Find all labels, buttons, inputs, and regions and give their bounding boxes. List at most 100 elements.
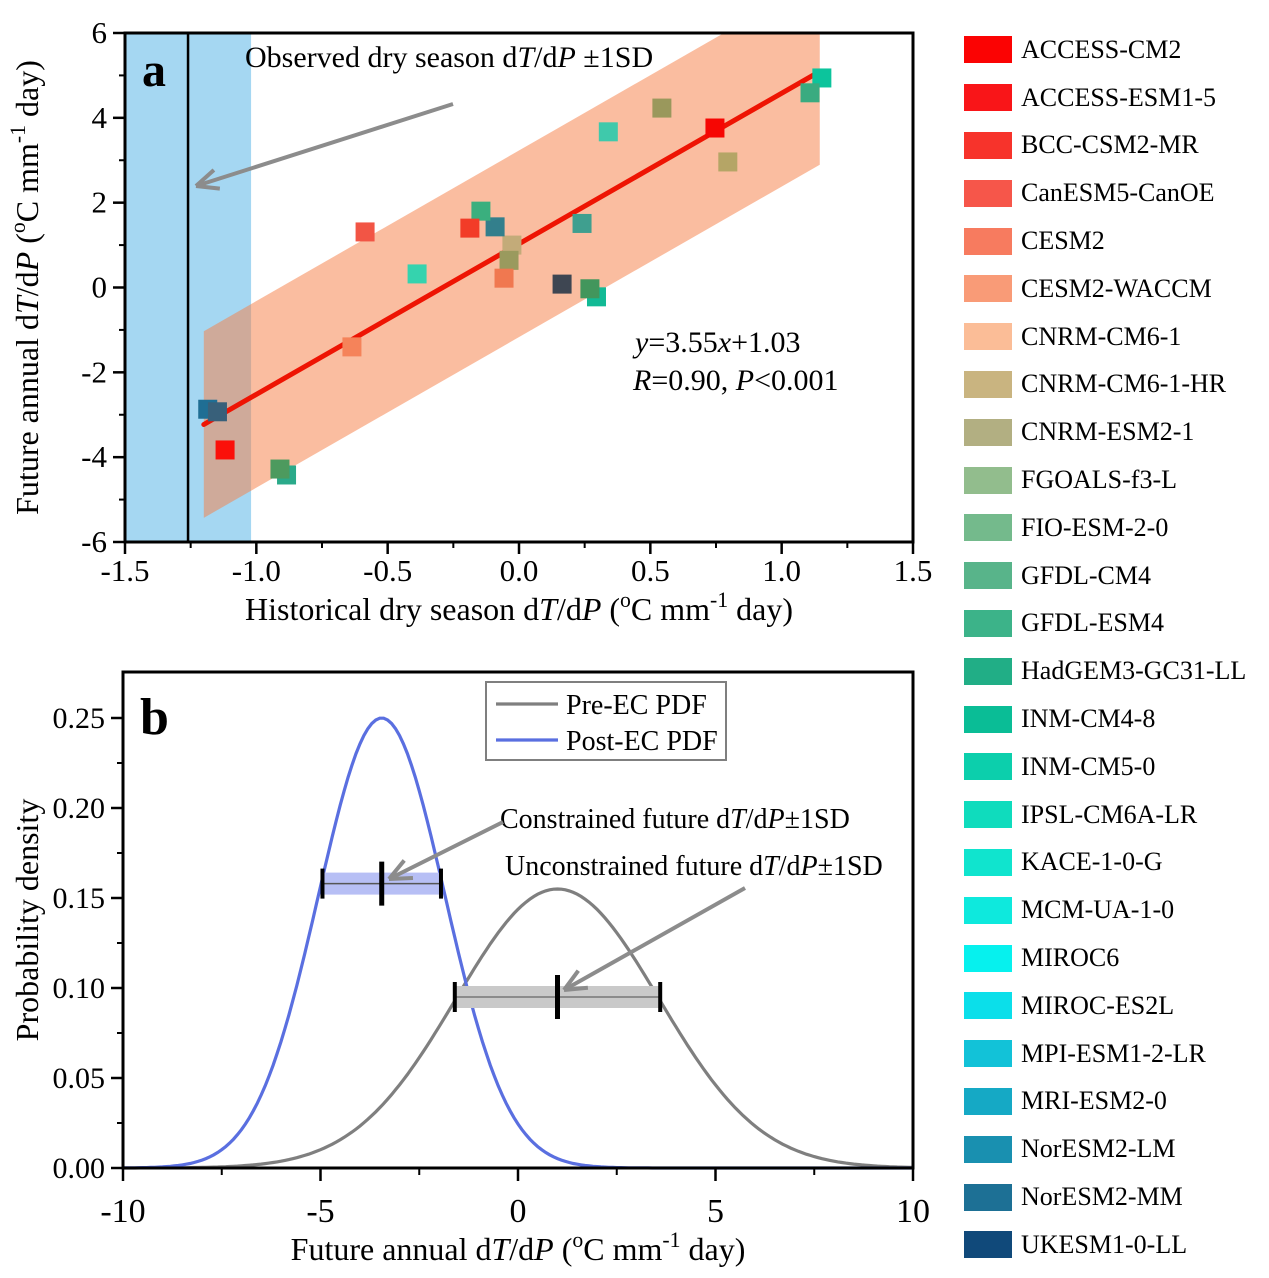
legend-model-name: HadGEM3-GC31-LL [1021, 656, 1247, 686]
legend-color-swatch [964, 275, 1012, 303]
observed-band-arrow [194, 102, 454, 191]
arrow-head [194, 168, 216, 188]
legend-item: CNRM-ESM2-1 [964, 408, 1266, 456]
legend-model-name: CNRM-CM6-1 [1021, 321, 1182, 351]
data-point [471, 201, 491, 221]
unconstrained-arrow [562, 886, 746, 992]
x-tick-label: -1.0 [232, 553, 281, 588]
y-tick-label: 0.05 [53, 1062, 106, 1095]
legend-item: INM-CM5-0 [964, 743, 1266, 791]
constrained-annotation: Constrained future dT/dP±1SD [500, 804, 850, 835]
data-point [800, 83, 820, 103]
legend-item: UKESM1-0-LL [964, 1221, 1266, 1269]
pdf-legend-label: Post-EC PDF [566, 726, 718, 757]
legend-model-name: UKESM1-0-LL [1021, 1229, 1188, 1259]
data-point [705, 118, 725, 138]
x-tick-label: -0.5 [363, 553, 412, 588]
x-tick-label: -10 [100, 1193, 145, 1230]
legend-color-swatch [964, 562, 1012, 590]
x-tick-label: 0.0 [500, 553, 539, 588]
legend-color-swatch [964, 753, 1012, 781]
legend-model-name: CESM2 [1021, 226, 1105, 256]
data-point [812, 68, 832, 88]
data-point [215, 440, 235, 460]
data-point [572, 213, 592, 233]
y-tick-label: 0 [92, 270, 108, 305]
legend-color-swatch [964, 227, 1012, 255]
legend-model-name: MIROC6 [1021, 943, 1120, 973]
arrow-head [388, 875, 414, 881]
arrow-head [387, 859, 406, 881]
constrained-arrow [387, 820, 504, 881]
data-point [342, 337, 362, 357]
data-point [207, 402, 227, 422]
legend-model-name: IPSL-CM6A-LR [1021, 799, 1198, 829]
legend-color-swatch [964, 466, 1012, 494]
panel-a-ylabel: Future annual dT/dP (oC mm-1 day) [6, 60, 45, 515]
legend-item: KACE-1-0-G [964, 839, 1266, 887]
unconstrained-annotation: Unconstrained future dT/dP±1SD [505, 851, 883, 882]
x-tick-label: 1.5 [894, 553, 933, 588]
legend-color-swatch [964, 370, 1012, 398]
legend-item: CNRM-CM6-1 [964, 313, 1266, 361]
legend-color-swatch [964, 1231, 1012, 1259]
legend-color-swatch [964, 609, 1012, 637]
legend-model-name: INM-CM5-0 [1021, 751, 1156, 781]
legend-item: ACCESS-ESM1-5 [964, 74, 1266, 122]
legend-color-swatch [964, 1135, 1012, 1163]
y-tick-label: -6 [81, 524, 107, 559]
panel-b-label: b [140, 689, 169, 746]
y-tick-label: -4 [81, 439, 107, 474]
data-point [598, 122, 618, 142]
legend-color-swatch [964, 657, 1012, 685]
legend-item: MIROC6 [964, 934, 1266, 982]
panel-a-xlabel: Historical dry season dT/dP (oC mm-1 day… [245, 588, 793, 627]
legend-item: GFDL-CM4 [964, 552, 1266, 600]
arrow-head [195, 184, 221, 191]
y-tick-label: 6 [92, 15, 108, 50]
legend-color-swatch [964, 131, 1012, 159]
data-point [460, 218, 480, 238]
data-point [718, 152, 738, 172]
legend-model-name: NorESM2-MM [1021, 1182, 1183, 1212]
y-tick-label: 2 [92, 185, 108, 220]
legend-color-swatch [964, 896, 1012, 924]
legend-item: MRI-ESM2-0 [964, 1078, 1266, 1126]
legend-model-name: CNRM-CM6-1-HR [1021, 369, 1227, 399]
pdf-legend-label: Pre-EC PDF [566, 690, 707, 721]
x-tick-label: 5 [707, 1193, 724, 1230]
pdf-legend [485, 681, 727, 761]
data-point [494, 268, 514, 288]
arrow-head [562, 969, 580, 992]
legend-model-name: BCC-CSM2-MR [1021, 130, 1199, 160]
legend-model-name: ACCESS-CM2 [1021, 34, 1182, 64]
panel-b-ylabel: Probability density [9, 799, 45, 1042]
legend-model-name: MIROC-ES2L [1021, 990, 1175, 1020]
y-tick-label: 0.20 [53, 792, 106, 825]
arrow-shaft [195, 102, 454, 188]
legend-color-swatch [964, 418, 1012, 446]
legend-item: NorESM2-MM [964, 1173, 1266, 1221]
legend-color-swatch [964, 179, 1012, 207]
legend-color-swatch [964, 84, 1012, 112]
x-tick-label: -1.5 [100, 553, 149, 588]
legend-item: ACCESS-CM2 [964, 26, 1266, 74]
model-legend: ACCESS-CM2 ACCESS-ESM1-5 BCC-CSM2-MR CanESM… [964, 26, 1266, 1269]
legend-model-name: GFDL-CM4 [1021, 560, 1152, 590]
legend-item: CESM2-WACCM [964, 265, 1266, 313]
data-point [407, 264, 427, 284]
y-tick-label: 4 [92, 100, 108, 135]
legend-item: MCM-UA-1-0 [964, 886, 1266, 934]
legend-color-swatch [964, 848, 1012, 876]
arrow-shaft [388, 820, 504, 881]
x-tick-label: 0 [510, 1193, 527, 1230]
post-ec-curve [123, 716, 913, 1170]
y-tick-label: -2 [81, 354, 107, 389]
legend-color-swatch [964, 1040, 1012, 1068]
legend-model-name: KACE-1-0-G [1021, 847, 1163, 877]
x-tick-label: 10 [896, 1193, 930, 1230]
legend-model-name: NorESM2-LM [1021, 1134, 1176, 1164]
legend-item: MPI-ESM1-2-LR [964, 1030, 1266, 1078]
legend-model-name: MCM-UA-1-0 [1021, 895, 1175, 925]
